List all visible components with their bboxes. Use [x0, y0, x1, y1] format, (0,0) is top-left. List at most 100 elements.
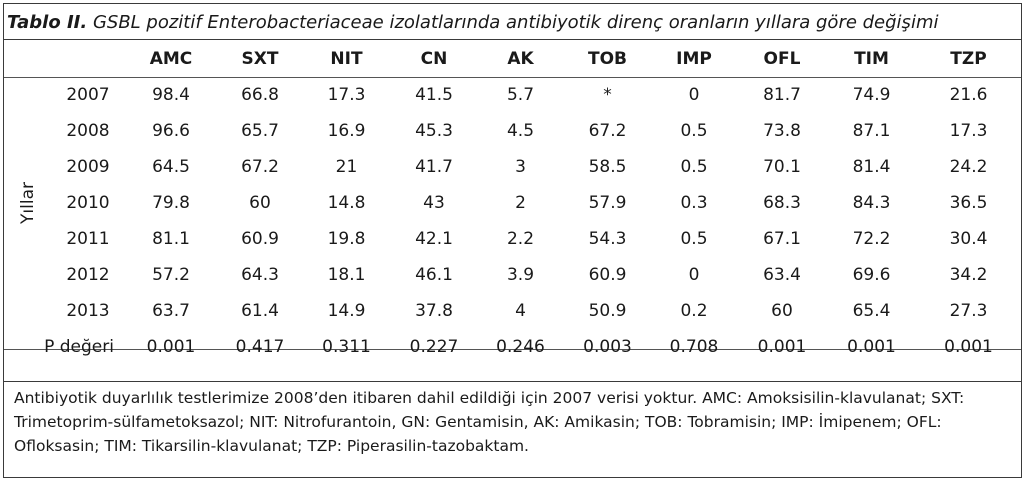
value-cell: 4.5: [506, 121, 535, 141]
pvalue-cell: 0.246: [496, 337, 545, 357]
value-cell: 81.4: [852, 157, 891, 177]
value-cell: 18.1: [327, 265, 366, 285]
value-cell: 0.5: [680, 121, 708, 141]
value-cell: 17.3: [327, 85, 366, 105]
pvalue-label: P değeri: [44, 337, 114, 357]
footnote-rule: [4, 381, 1021, 382]
year-cell: 2011: [66, 229, 110, 249]
column-header: AMC: [149, 49, 193, 69]
value-cell: 0: [688, 265, 700, 285]
value-cell: 79.8: [152, 193, 190, 213]
value-cell: 70.1: [763, 157, 801, 177]
value-cell: 63.7: [152, 301, 190, 321]
pvalue-cell: 0.001: [944, 337, 993, 357]
column-header: NIT: [330, 49, 363, 69]
value-cell: 61.4: [241, 301, 279, 321]
value-cell: 50.9: [588, 301, 627, 321]
value-cell: 46.1: [415, 265, 453, 285]
value-cell: 34.2: [949, 265, 988, 285]
value-cell: 87.1: [852, 121, 891, 141]
value-cell: 17.3: [949, 121, 988, 141]
column-header: IMP: [676, 49, 712, 69]
value-cell: 72.2: [852, 229, 891, 249]
pvalue-cell: 0.227: [409, 337, 459, 357]
pvalue-cell: 0.001: [847, 337, 896, 357]
value-cell: 69.6: [852, 265, 891, 285]
value-cell: 66.8: [241, 85, 279, 105]
column-header: CN: [420, 49, 448, 69]
value-cell: 98.4: [152, 85, 190, 105]
table-caption: Tablo II. GSBL pozitif Enterobacteriacea…: [7, 8, 1017, 38]
table-row: 2012 57.2 64.3 18.1 46.1 3.9 60.9 0 63.4…: [4, 257, 1021, 293]
header-blank: [4, 41, 52, 77]
value-cell: 0.5: [680, 157, 708, 177]
table-row: Yıllar 2007 98.4 66.8 17.3 41.5 5.7 * 0 …: [4, 77, 1021, 224]
table-row: 2008 96.6 65.7 16.9 45.3 4.5 67.2 0.5 73…: [4, 113, 1021, 149]
column-header: SXT: [241, 49, 279, 69]
value-cell: 16.9: [327, 121, 366, 141]
column-header: TIM: [854, 49, 889, 69]
value-cell: 30.4: [949, 229, 988, 249]
value-cell: 68.3: [763, 193, 801, 213]
pvalue-cell: 0.001: [757, 337, 807, 357]
value-cell: 41.5: [415, 85, 453, 105]
caption-rule: [4, 39, 1021, 40]
value-cell: 60.9: [588, 265, 627, 285]
value-cell: 4: [515, 301, 526, 321]
row-group-cell: Yıllar: [4, 77, 52, 329]
resistance-table: AMC SXT NIT CN AK TOB IMP OFL TIM TZP Yı…: [4, 41, 1021, 365]
column-header: TZP: [950, 49, 987, 69]
value-cell: 37.8: [415, 301, 453, 321]
value-cell: 0.5: [680, 229, 708, 249]
year-cell: 2012: [66, 265, 110, 285]
value-cell: 64.3: [241, 265, 279, 285]
value-cell: 5.7: [506, 85, 535, 105]
value-cell: 60: [249, 193, 271, 213]
value-cell: 57.2: [152, 265, 190, 285]
pvalue-cell: 0.708: [669, 337, 719, 357]
value-cell: 2: [515, 193, 526, 213]
value-cell: 19.8: [327, 229, 366, 249]
header-row: AMC SXT NIT CN AK TOB IMP OFL TIM TZP: [4, 41, 1021, 77]
pvalue-cell: 0.003: [583, 337, 632, 357]
value-cell: 21.6: [949, 85, 988, 105]
pvalue-rule: [4, 349, 1021, 350]
pvalue-row: P değeri 0.001 0.417 0.311 0.227 0.246 0…: [4, 329, 1021, 365]
value-cell: *: [603, 85, 612, 105]
value-cell: 84.3: [852, 193, 891, 213]
value-cell: 24.2: [949, 157, 988, 177]
column-header: OFL: [763, 49, 801, 69]
value-cell: 60: [771, 301, 793, 321]
value-cell: 58.5: [588, 157, 627, 177]
value-cell: 42.1: [415, 229, 453, 249]
value-cell: 45.3: [415, 121, 453, 141]
table-row: 2013 63.7 61.4 14.9 37.8 4 50.9 0.2 60 6…: [4, 293, 1021, 329]
table-footnote: Antibiyotik duyarlılık testlerimize 2008…: [14, 389, 965, 455]
value-cell: 65.7: [241, 121, 279, 141]
row-group-label: Yıllar: [18, 182, 38, 224]
value-cell: 21: [335, 157, 358, 177]
value-cell: 27.3: [949, 301, 988, 321]
value-cell: 14.9: [327, 301, 366, 321]
year-cell: 2008: [66, 121, 110, 141]
table-frame: [3, 3, 1022, 478]
pvalue-cell: 0.417: [235, 337, 285, 357]
value-cell: 57.9: [588, 193, 627, 213]
table-row: 2009 64.5 67.2 21 41.7 3 58.5 0.5 70.1 8…: [4, 149, 1021, 185]
value-cell: 0.2: [680, 301, 708, 321]
table-row: 2010 79.8 60 14.8 43 2 57.9 0.3 68.3 84.…: [4, 185, 1021, 221]
pvalue-cell: 0.001: [146, 337, 196, 357]
year-cell: 2007: [66, 85, 110, 105]
value-cell: 14.8: [327, 193, 366, 213]
value-cell: 0: [688, 85, 700, 105]
value-cell: 36.5: [949, 193, 988, 213]
value-cell: 3.9: [506, 265, 535, 285]
value-cell: 2.2: [506, 229, 535, 249]
header-blank-year: [52, 41, 124, 77]
value-cell: 73.8: [763, 121, 801, 141]
year-cell: 2010: [66, 193, 110, 213]
value-cell: 81.1: [152, 229, 190, 249]
year-cell: 2013: [66, 301, 110, 321]
value-cell: 64.5: [152, 157, 190, 177]
value-cell: 96.6: [152, 121, 190, 141]
